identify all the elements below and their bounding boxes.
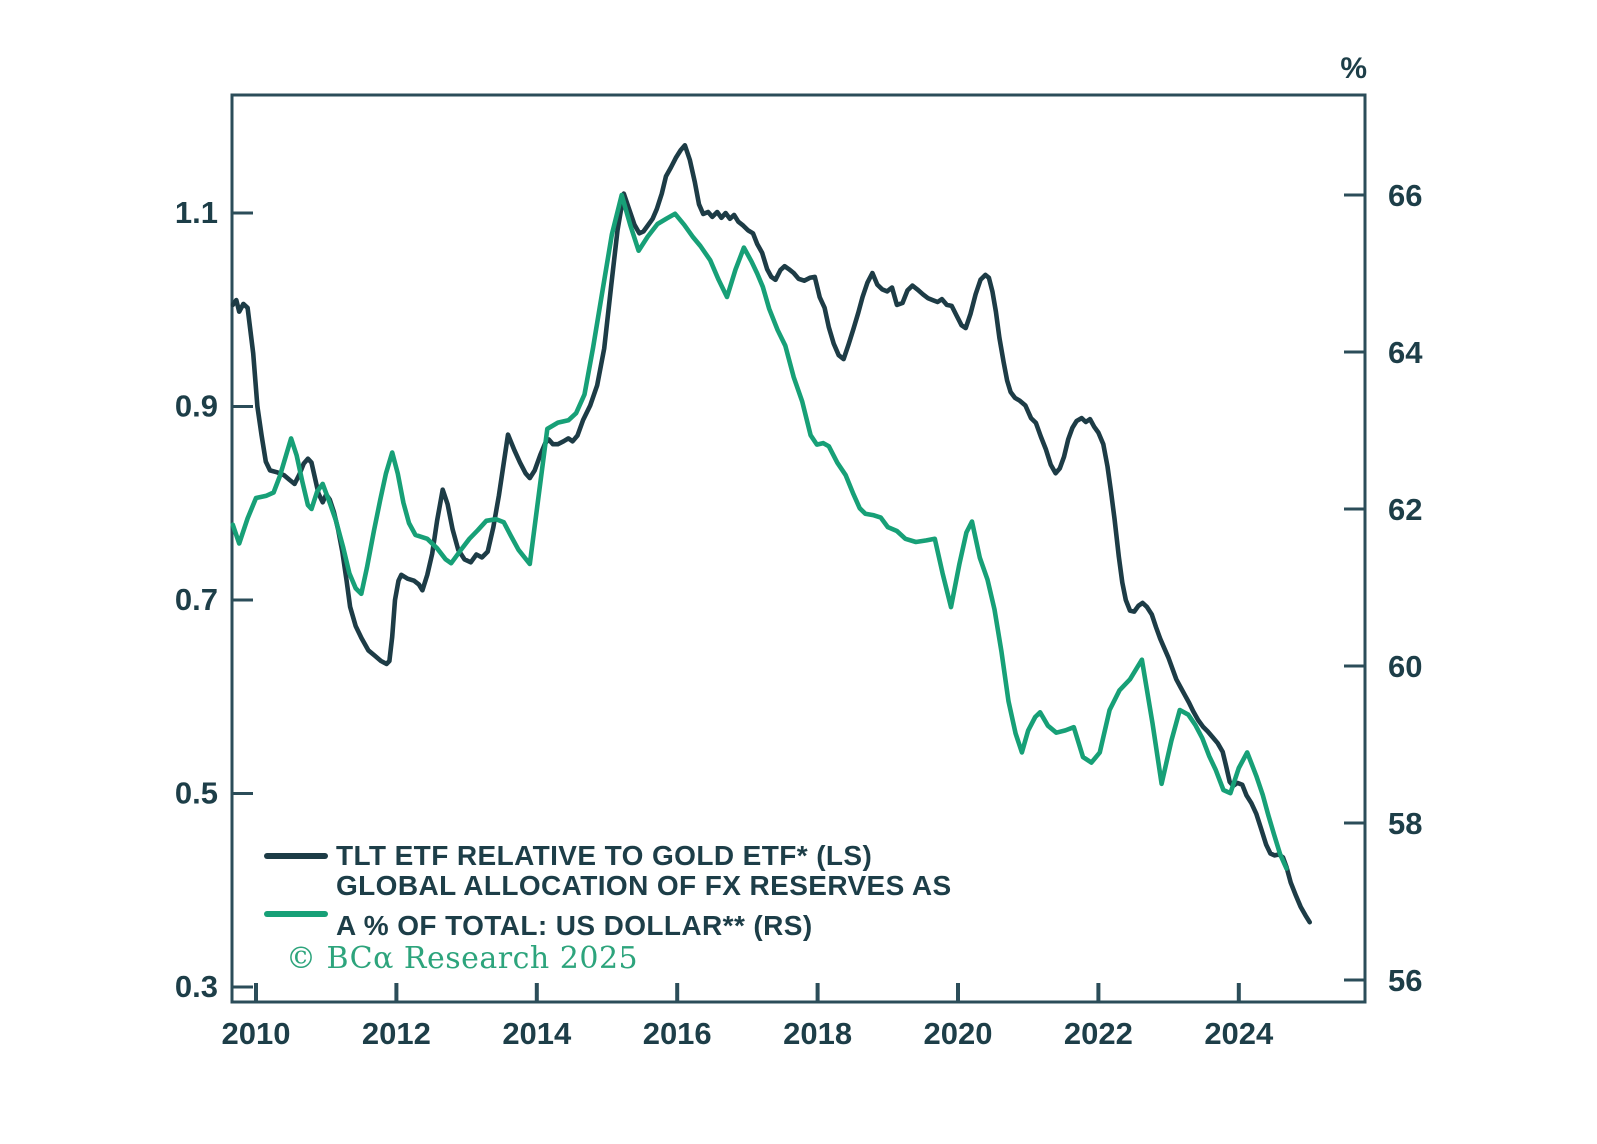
left-axis-label: 0.9 <box>175 389 218 424</box>
right-axis-label: 58 <box>1388 806 1422 841</box>
x-axis-label: 2020 <box>924 1016 993 1051</box>
x-axis-label: 2018 <box>783 1016 852 1051</box>
x-axis-label: 2024 <box>1204 1016 1274 1051</box>
right-axis-label: 62 <box>1388 492 1422 527</box>
x-axis-label: 2014 <box>502 1016 572 1051</box>
right-axis-label: 56 <box>1388 963 1422 998</box>
legend-swatch-tlt-gold <box>264 853 328 859</box>
x-axis-label: 2010 <box>222 1016 291 1051</box>
legend-label-tlt-gold: TLT ETF RELATIVE TO GOLD ETF* (LS) <box>336 840 873 871</box>
left-axis-label: 0.5 <box>175 776 218 811</box>
right-axis-label: 64 <box>1388 335 1423 370</box>
right-axis-label: 66 <box>1388 178 1422 213</box>
x-axis-label: 2022 <box>1064 1016 1133 1051</box>
legend-label-usd-reserves: GLOBAL ALLOCATION OF FX RESERVES AS A % … <box>336 866 952 946</box>
x-axis-label: 2016 <box>643 1016 712 1051</box>
usd-fx-reserves-line <box>230 192 1289 871</box>
right-axis-label: 60 <box>1388 649 1422 684</box>
left-axis-label: 0.7 <box>175 582 218 617</box>
left-axis-label: 1.1 <box>175 195 218 230</box>
bca-research-watermark: © BCα Research 2025 <box>286 941 639 976</box>
plot-frame <box>230 93 1367 1004</box>
tlt-gold-ratio-line <box>230 143 1312 925</box>
x-axis-label: 2012 <box>362 1016 431 1051</box>
legend-label-usd-reserves-line2: A % OF TOTAL: US DOLLAR** (RS) <box>336 910 813 941</box>
right-axis-unit: % <box>1340 52 1367 85</box>
legend-swatch-usd-reserves <box>264 911 328 917</box>
left-axis-label: 0.3 <box>175 969 218 1004</box>
legend-label-usd-reserves-line1: GLOBAL ALLOCATION OF FX RESERVES AS <box>336 870 952 901</box>
